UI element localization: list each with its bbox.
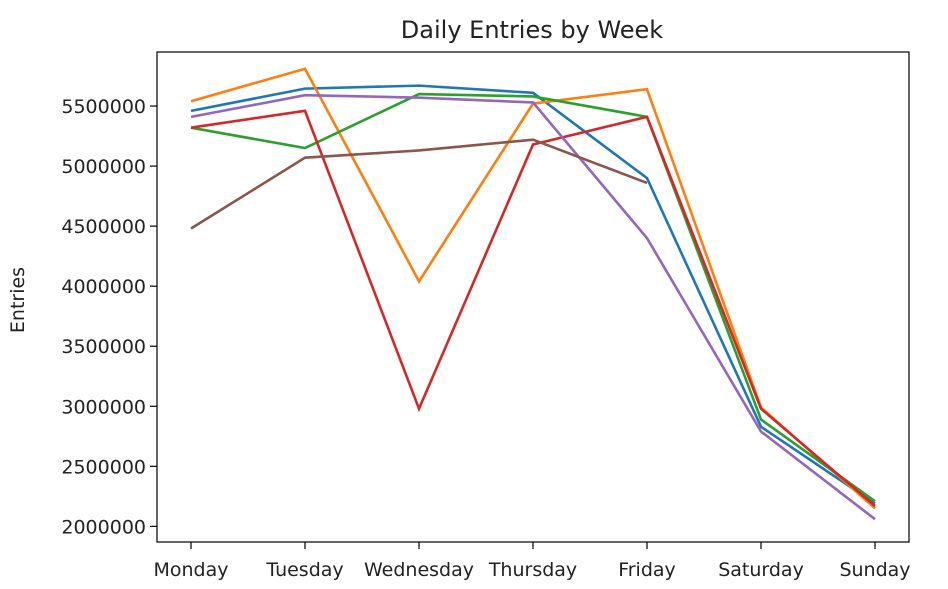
x-tick-label: Friday [618, 559, 676, 581]
series-line-2 [190, 67, 876, 510]
series-line-3 [190, 92, 876, 503]
plot-frame [156, 51, 910, 543]
x-axis: Monday Tuesday Wednesday Thursday Friday Satu… [153, 542, 911, 581]
x-tick-label: Sunday [839, 559, 910, 581]
y-tick-label: 2000000 [61, 516, 146, 538]
y-tick-label: 5500000 [61, 96, 146, 118]
y-tick-label: 4500000 [61, 216, 146, 238]
series-line-5 [190, 93, 876, 521]
y-tick-label: 3500000 [61, 336, 146, 358]
series-line-4 [190, 109, 876, 507]
x-tick-label: Saturday [718, 559, 804, 581]
x-tick-label: Wednesday [364, 559, 474, 581]
series-layer [190, 67, 876, 521]
y-tick-label: 2500000 [61, 456, 146, 478]
y-axis: 2000000 2500000 3000000 3500000 4000000 45000… [61, 96, 157, 538]
series-line-6 [190, 138, 648, 230]
y-tick-label: 4000000 [61, 276, 146, 298]
x-tick-label: Tuesday [265, 559, 343, 581]
y-tick-label: 5000000 [61, 156, 146, 178]
x-tick-label: Monday [153, 559, 228, 581]
series-line-1 [190, 84, 876, 505]
y-axis-label: Entries [7, 267, 29, 333]
x-tick-label: Thursday [488, 559, 577, 581]
y-tick-label: 3000000 [61, 396, 146, 418]
chart-title: Daily Entries by Week [401, 16, 663, 44]
